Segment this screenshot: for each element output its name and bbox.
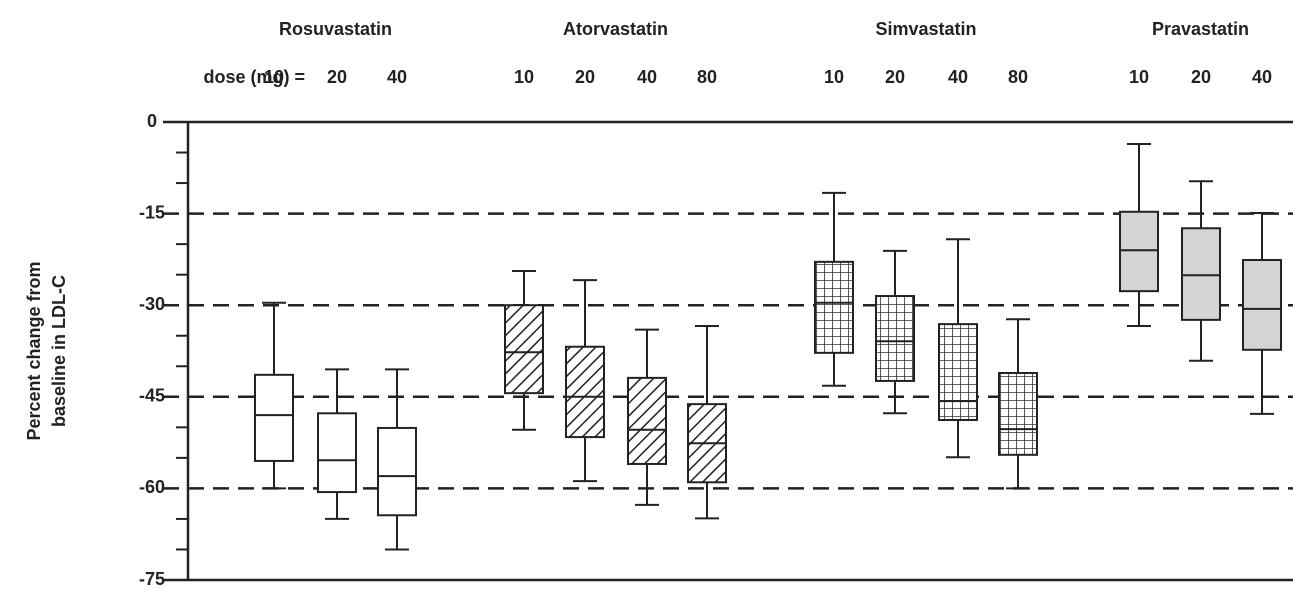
group-title: Pravastatin	[1152, 19, 1249, 39]
y-tick-label: -60	[139, 477, 165, 497]
box	[377, 426, 417, 517]
box	[1119, 210, 1159, 293]
dose-tick-label: 40	[637, 67, 657, 87]
box	[998, 371, 1038, 456]
group-title: Rosuvastatin	[279, 19, 392, 39]
box	[254, 373, 294, 462]
box	[1181, 227, 1221, 321]
dose-tick-label: 80	[1008, 67, 1028, 87]
dose-tick-label: 20	[575, 67, 595, 87]
box	[627, 376, 667, 465]
y-axis-label: baseline in LDL-C	[49, 275, 69, 427]
dose-label: dose (mg) =	[203, 67, 305, 87]
y-tick-label: 0	[147, 111, 157, 131]
dose-tick-label: 80	[697, 67, 717, 87]
box	[814, 260, 854, 354]
box	[938, 323, 978, 422]
y-tick-label: -45	[139, 386, 165, 406]
dose-tick-label: 10	[824, 67, 844, 87]
dose-tick-label: 10	[1129, 67, 1149, 87]
y-tick-label: -30	[139, 294, 165, 314]
box	[504, 304, 544, 395]
y-tick-label: -15	[139, 202, 165, 222]
dose-tick-label: 20	[327, 67, 347, 87]
y-axis-label: Percent change from	[24, 261, 44, 440]
box	[875, 295, 915, 382]
dose-tick-label: 40	[387, 67, 407, 87]
group-title: Simvastatin	[875, 19, 976, 39]
y-tick-label: -75	[139, 569, 165, 589]
dose-tick-label: 10	[514, 67, 534, 87]
box	[317, 412, 357, 494]
box	[1242, 259, 1282, 351]
box	[565, 345, 605, 439]
dose-tick-label: 40	[948, 67, 968, 87]
dose-tick-label: 20	[885, 67, 905, 87]
dose-tick-label: 40	[1252, 67, 1272, 87]
group-title: Atorvastatin	[563, 19, 668, 39]
dose-tick-label: 10	[264, 67, 284, 87]
dose-tick-label: 20	[1191, 67, 1211, 87]
